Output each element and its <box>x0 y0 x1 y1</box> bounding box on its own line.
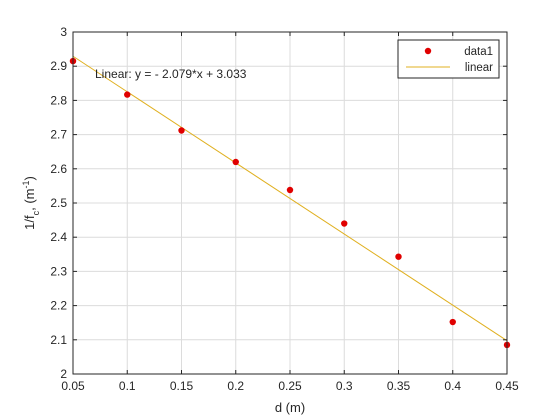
y-tick-label: 3 <box>60 25 67 39</box>
legend-label-linear: linear <box>465 62 493 74</box>
data-points <box>69 57 511 349</box>
y-axis-label-tail: , (m <box>22 189 37 211</box>
legend-marker-data1 <box>424 47 432 55</box>
y-tick-label: 2.3 <box>50 264 67 278</box>
x-tick-label: 0.4 <box>444 379 461 393</box>
data-point <box>124 91 131 98</box>
legend: data1 linear <box>397 39 500 79</box>
data-point <box>341 220 348 227</box>
y-tick-label: 2.8 <box>50 93 67 107</box>
y-tick-label: 2.5 <box>50 196 67 210</box>
y-tick-label: 2 <box>60 367 67 381</box>
x-tick-label: 0.15 <box>170 379 194 393</box>
fit-line <box>72 55 508 342</box>
data-point <box>395 253 402 260</box>
x-tick-label: 0.35 <box>387 379 411 393</box>
data-point <box>178 127 185 134</box>
y-tick-label: 2.9 <box>50 59 67 73</box>
data-point <box>232 158 239 166</box>
x-tick-label: 0.25 <box>278 379 302 393</box>
y-tick-label: 2.1 <box>50 333 67 347</box>
y-tick-label: 2.2 <box>50 299 67 313</box>
x-tick-label: 0.2 <box>227 379 244 393</box>
x-tick-label: 0.1 <box>119 379 136 393</box>
y-tick-label: 2.4 <box>50 230 67 244</box>
y-axis-label-sub: c <box>31 210 41 215</box>
legend-label-data1: data1 <box>464 46 493 58</box>
y-axis-label-close: ) <box>22 176 37 180</box>
y-axis-label: 1/fc, (m-1) <box>21 176 41 230</box>
legend-box <box>397 39 500 79</box>
x-axis-label: d (m) <box>275 400 305 415</box>
x-tick-label: 0.45 <box>495 379 519 393</box>
x-tick-label: 0.3 <box>336 379 353 393</box>
data-point <box>449 318 456 326</box>
fit-annotation: Linear: y = - 2.079*x + 3.033 <box>95 67 247 81</box>
y-axis-label-sup: -1 <box>21 180 31 188</box>
grid <box>72 31 508 375</box>
fit-line-layer <box>72 55 508 342</box>
y-tick-label: 2.7 <box>50 128 67 142</box>
y-tick-label: 2.6 <box>50 162 67 176</box>
x-tick-label: 0.05 <box>61 379 85 393</box>
axis-ticks: 0.05 0.1 0.15 0.2 0.25 0.3 0.35 0.4 0.45 2 2.1 2.2 2… <box>50 25 519 393</box>
data-point <box>286 186 294 194</box>
y-axis-label-main: 1/f <box>22 215 37 230</box>
